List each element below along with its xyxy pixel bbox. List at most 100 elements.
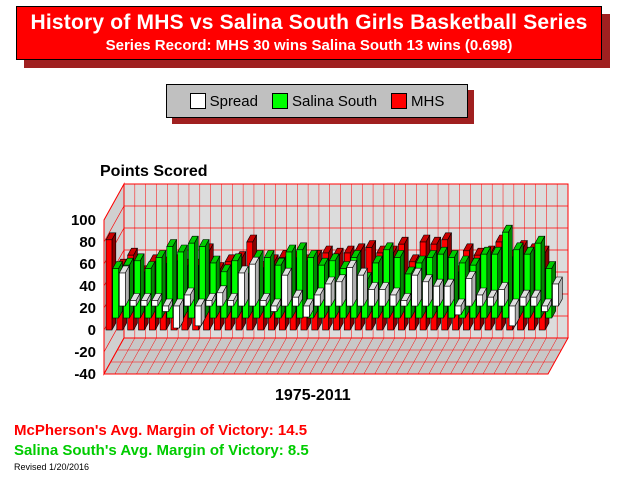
gridline xyxy=(233,337,255,375)
bar-front xyxy=(205,300,213,307)
bar-spread xyxy=(313,287,325,307)
bar-side xyxy=(417,268,422,307)
bar-front xyxy=(151,300,159,307)
bar-front xyxy=(296,249,304,319)
gridline xyxy=(536,337,558,375)
bar-spread xyxy=(530,289,542,307)
bar-spread xyxy=(346,260,358,307)
bar-spread xyxy=(281,267,293,307)
bar-spread xyxy=(422,274,433,307)
bar-spread xyxy=(551,276,563,307)
bar-spread xyxy=(465,271,477,307)
gridline xyxy=(352,337,374,375)
legend-label: Spread xyxy=(209,92,258,110)
gridline xyxy=(504,337,525,375)
bar-front xyxy=(519,296,527,307)
bar-salina-south xyxy=(144,261,156,319)
bar-front xyxy=(119,272,126,307)
bar-side xyxy=(475,258,481,319)
gridline xyxy=(298,337,320,375)
bar-salina-south xyxy=(491,246,503,319)
gridline xyxy=(201,337,222,375)
gridline xyxy=(493,337,515,375)
bar-spread xyxy=(227,293,238,307)
bar-side xyxy=(363,268,368,307)
bar-front xyxy=(378,289,386,307)
y-tick-label: 0 xyxy=(88,322,96,339)
bar-front xyxy=(259,300,267,307)
gridline xyxy=(320,337,341,375)
gridline xyxy=(147,337,168,375)
bar-spread xyxy=(367,282,379,307)
bar-spread xyxy=(237,265,249,307)
legend: Spread Salina South MHS xyxy=(166,84,468,118)
gridline xyxy=(157,337,179,375)
y-tick-label: 60 xyxy=(79,256,96,273)
bar-side xyxy=(139,253,145,319)
bar-side xyxy=(291,244,297,319)
bar-spread xyxy=(357,267,368,307)
bar-front xyxy=(368,289,375,307)
bar-spread xyxy=(541,298,552,312)
bar-front xyxy=(324,283,332,307)
bar-front xyxy=(458,262,466,319)
bar-salina-south xyxy=(512,242,524,319)
gridline xyxy=(450,337,471,375)
legend-item-mhs: MHS xyxy=(391,93,444,110)
bar-spread xyxy=(302,298,314,318)
bar-front xyxy=(216,292,224,307)
bar-front xyxy=(313,294,321,307)
bar-front xyxy=(545,268,553,319)
bar-side xyxy=(215,255,221,319)
bar-spread xyxy=(432,278,444,307)
bar-salina-south xyxy=(502,224,513,319)
bar-salina-south xyxy=(187,235,199,319)
gridline xyxy=(547,337,569,375)
bar-side xyxy=(519,242,524,319)
bar-spread xyxy=(292,289,303,307)
y-tick-label: 40 xyxy=(79,278,96,295)
bar-front xyxy=(238,272,245,307)
gridline xyxy=(309,337,330,375)
bar-side xyxy=(313,250,318,319)
gridline xyxy=(482,337,504,375)
bar-front xyxy=(552,283,559,307)
bar-front xyxy=(422,281,429,307)
bar-salina-south xyxy=(534,235,546,319)
bar-front xyxy=(129,300,137,307)
bar-front xyxy=(502,231,509,319)
bar-front xyxy=(534,242,542,319)
bar-side xyxy=(124,265,130,307)
bar-salina-south xyxy=(166,239,178,319)
legend-label: MHS xyxy=(411,92,445,110)
y-tick-label: -20 xyxy=(74,344,96,361)
bar-front xyxy=(487,296,494,307)
y-axis-title: Points Scored xyxy=(100,163,208,180)
gridline xyxy=(255,337,276,375)
gridline xyxy=(114,337,136,375)
bar-salina-south xyxy=(382,242,394,319)
chart-title: History of MHS vs Salina South Girls Bas… xyxy=(30,11,588,34)
gridline xyxy=(277,337,298,375)
legend-swatch-spread xyxy=(189,93,206,109)
bar-spread xyxy=(389,287,401,307)
bar-front xyxy=(465,278,473,307)
gridline xyxy=(428,337,450,375)
gridline xyxy=(266,337,287,375)
bar-front xyxy=(188,242,195,319)
bar-front xyxy=(357,274,364,307)
bar-front xyxy=(184,294,191,307)
bar-front xyxy=(541,305,548,312)
legend-item-spread: Spread xyxy=(189,92,258,110)
legend-swatch-salina-south xyxy=(271,93,288,109)
gridline xyxy=(385,337,406,375)
revised-date: Revised 1/20/2016 xyxy=(14,462,90,472)
gridline xyxy=(461,337,482,375)
floor xyxy=(103,337,569,375)
y-tick-labels: 100 80 60 40 20 0 -20 -40 xyxy=(71,212,96,383)
bar-salina-south xyxy=(393,250,405,319)
south-avg-margin: Salina South's Avg. Margin of Victory: 8… xyxy=(14,442,309,459)
bar-spread xyxy=(335,274,347,307)
bar-salina-south xyxy=(209,255,221,319)
bar-side xyxy=(244,265,249,307)
